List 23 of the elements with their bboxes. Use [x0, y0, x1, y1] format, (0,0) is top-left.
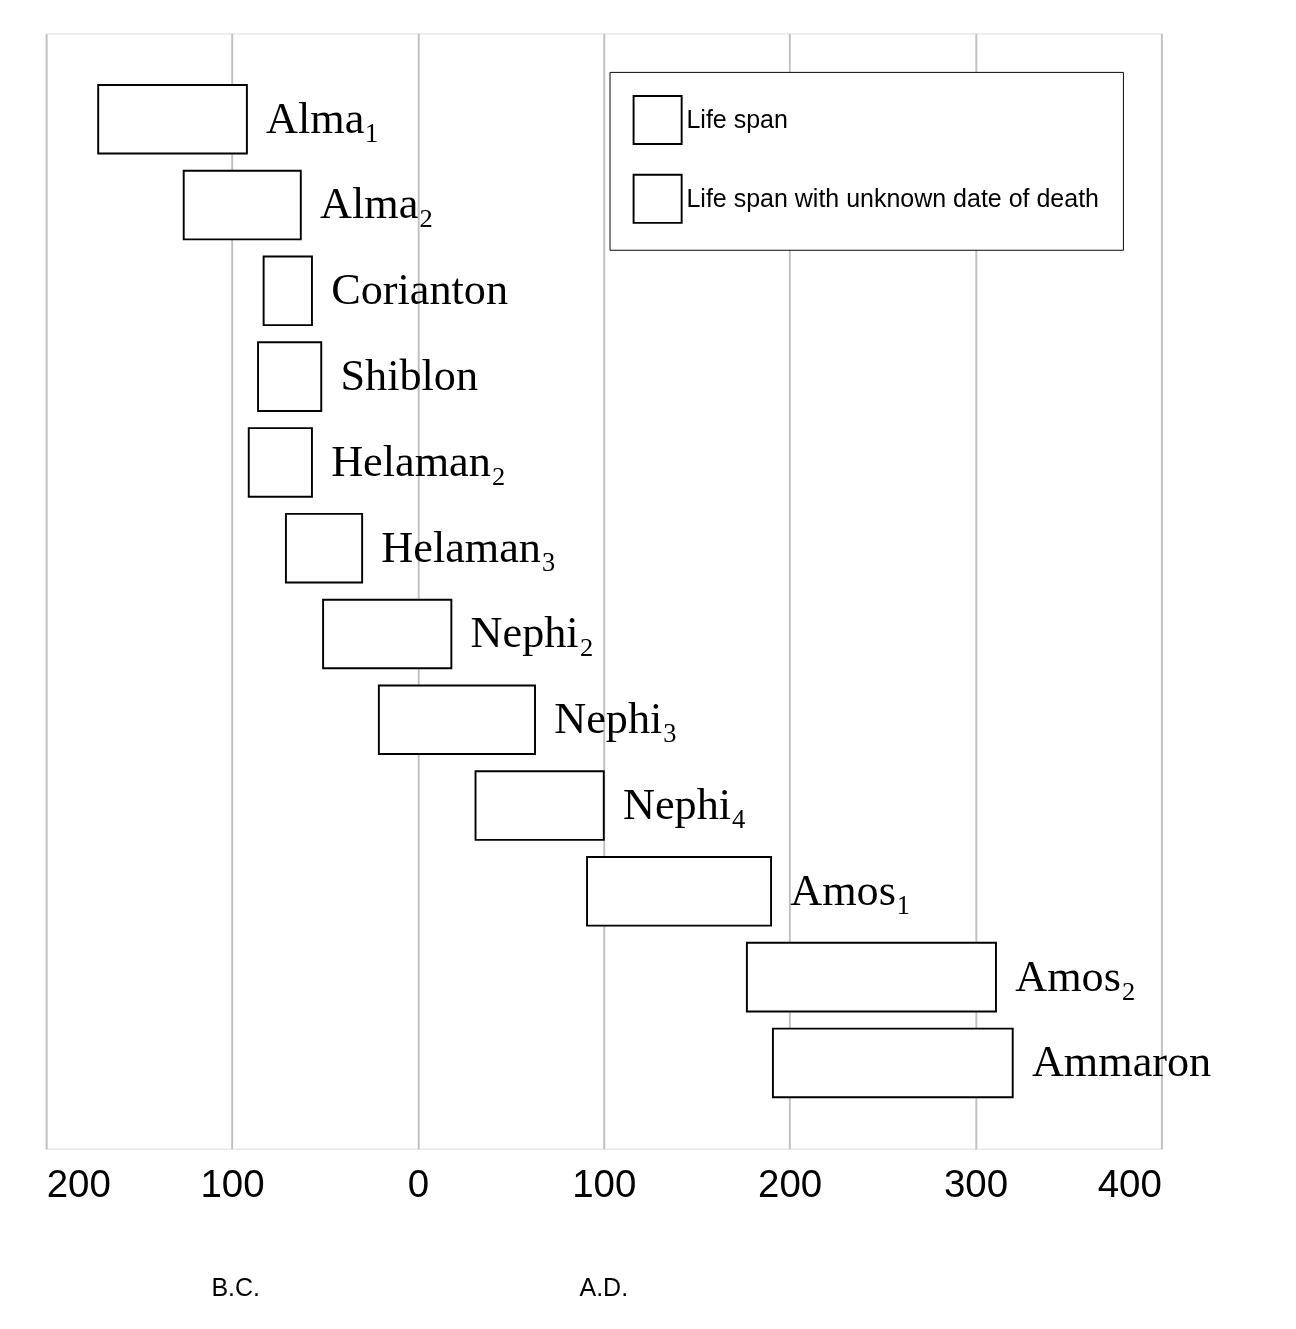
y-tick-label: Helaman₃ — [381, 522, 557, 572]
x-tick-label: 100 — [200, 1162, 265, 1206]
y-tick-label: Ammaron — [1031, 1037, 1212, 1087]
y-tick-label: Nephi₂ — [470, 608, 595, 658]
y-tick-label: Shiblon — [340, 351, 479, 401]
y-tick-label: Amos₂ — [1015, 951, 1137, 1001]
y-tick-label: Amos₁ — [790, 865, 912, 915]
x-tick-label: 200 — [46, 1162, 111, 1206]
y-tick-label: Corianton — [331, 265, 509, 315]
x-tick-label: 400 — [1097, 1162, 1162, 1206]
x-tick-label: 300 — [943, 1162, 1009, 1206]
x-tick-label: 200 — [758, 1162, 823, 1206]
legend-label: Life span — [686, 104, 788, 133]
x-tick-label: 100 — [572, 1162, 637, 1206]
y-tick-label: Helaman₂ — [331, 436, 507, 486]
legend-label: Life span with unknown date of death — [686, 183, 1099, 212]
y-tick-label: Alma₂ — [320, 179, 434, 229]
x-tick-label: 0 — [407, 1162, 430, 1206]
text: B.C. — [211, 1272, 261, 1301]
y-tick-label: Alma₁ — [266, 93, 380, 143]
y-tick-label: Nephi₃ — [554, 694, 678, 744]
text: A.D. — [579, 1272, 629, 1301]
y-tick-label: Nephi₄ — [623, 780, 747, 830]
